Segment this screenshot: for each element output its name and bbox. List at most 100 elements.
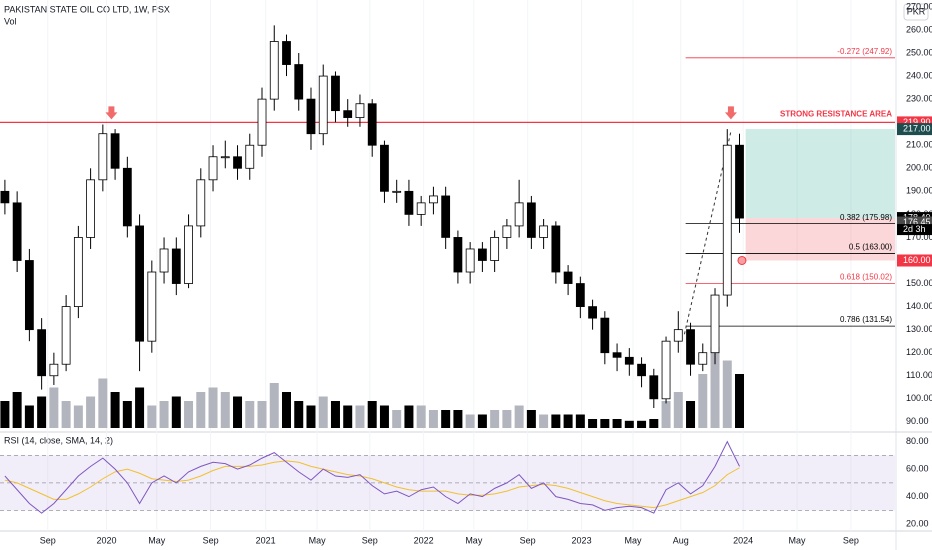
volume-bar [220, 392, 230, 428]
volume-bar [98, 378, 108, 428]
volume-bar [281, 392, 291, 428]
volume-bar [379, 405, 389, 428]
y-tick-label: 240.00 [906, 70, 932, 80]
y-tick-label: 250.00 [906, 47, 932, 57]
currency-button[interactable] [903, 3, 929, 21]
x-tick-label: 2021 [256, 535, 276, 545]
candle-body [502, 225, 512, 238]
candle-body [49, 363, 59, 377]
volume-bar [441, 410, 451, 428]
candle-body [184, 225, 193, 284]
candle-body [343, 110, 353, 118]
fib-label: 0.5 (163.00) [849, 243, 892, 252]
candle-body [477, 248, 487, 261]
candle-body [245, 144, 255, 169]
volume-bar [698, 374, 708, 428]
rsi-tick-label: 20.00 [906, 519, 929, 529]
candle-body [526, 202, 536, 238]
rsi-tick-label: 80.00 [906, 436, 929, 446]
volume-bar [686, 401, 696, 428]
volume-bar [600, 419, 610, 428]
volume-bar [502, 410, 512, 428]
volume-bar [465, 414, 475, 428]
countdown: 2d 3h [903, 224, 926, 234]
y-tick-label: 270.00 [906, 1, 932, 11]
candle-body [624, 356, 634, 365]
candle-body [416, 202, 426, 215]
x-tick-label: Aug [673, 535, 689, 545]
x-tick-label: 2020 [97, 535, 117, 545]
x-tick-label: May [789, 535, 807, 545]
candle-body [61, 306, 71, 365]
candle-body [0, 190, 10, 204]
x-tick-label: Sep [203, 535, 219, 545]
y-tick-label: 130.00 [906, 324, 932, 334]
candle-body [98, 133, 108, 181]
volume-bar [563, 414, 573, 428]
candle-body [122, 167, 132, 227]
candle-body [392, 190, 402, 193]
y-tick-label: 230.00 [906, 93, 932, 103]
x-tick-label: Sep [843, 535, 859, 545]
candle-body [220, 156, 230, 159]
volume-bar [392, 410, 402, 428]
y-tick-label: 260.00 [906, 24, 932, 34]
candle-body [551, 225, 561, 273]
volume-bar [318, 396, 328, 428]
rsi-sma-line [4, 460, 740, 509]
candle-body [269, 41, 279, 100]
y-tick-label: 100.00 [906, 393, 932, 403]
x-tick-label: Sep [362, 535, 378, 545]
volume-bar [330, 401, 340, 428]
volume-bar [49, 387, 59, 428]
volume-bar [184, 401, 194, 428]
volume-bar [0, 401, 10, 428]
volume-bar [306, 405, 316, 428]
resistance-label: STRONG RESISTANCE AREA [780, 110, 892, 119]
volume-bar [12, 392, 22, 428]
candle-body [86, 179, 96, 238]
volume-label: Vol [4, 16, 17, 26]
volume-bar [539, 414, 549, 428]
volume-bar [257, 401, 267, 428]
fib-label: 0.786 (131.54) [840, 315, 892, 324]
volume-bar [245, 401, 255, 428]
x-tick-label: May [465, 535, 483, 545]
volume-bar [722, 360, 732, 428]
candle-body [331, 75, 340, 112]
volume-bar [196, 392, 206, 428]
candle-body [110, 133, 120, 169]
candle-body [147, 271, 157, 342]
loss-zone [745, 218, 895, 261]
volume-bar [147, 405, 157, 428]
candle-body [171, 248, 181, 284]
volume-bar [673, 392, 683, 428]
volume-bar [110, 392, 120, 428]
rsi-line [4, 440, 740, 514]
candle-body [135, 225, 144, 342]
y-tick-label: 170.00 [906, 232, 932, 242]
candle-body [404, 190, 414, 215]
candle-body [318, 75, 328, 135]
volume-bar [710, 347, 720, 428]
arrow [724, 106, 737, 120]
candle-body [73, 237, 83, 307]
y-tick-label: 120.00 [906, 347, 932, 357]
profit-zone [745, 129, 895, 219]
candle-body [453, 237, 463, 273]
volume-bar [404, 405, 414, 428]
volume-bar [343, 405, 353, 428]
volume-bar [588, 419, 598, 428]
y-tick-label: 140.00 [906, 301, 932, 311]
arrow [105, 106, 118, 120]
volume-bar [294, 401, 304, 428]
volume-bar [453, 410, 463, 428]
volume-bar [171, 396, 181, 428]
candle-body [429, 195, 438, 204]
candle-body [306, 98, 316, 135]
rsi-tick-label: 40.00 [906, 491, 929, 501]
x-tick-label: May [309, 535, 327, 545]
candle-body [563, 271, 573, 284]
volume-bar [269, 383, 279, 428]
